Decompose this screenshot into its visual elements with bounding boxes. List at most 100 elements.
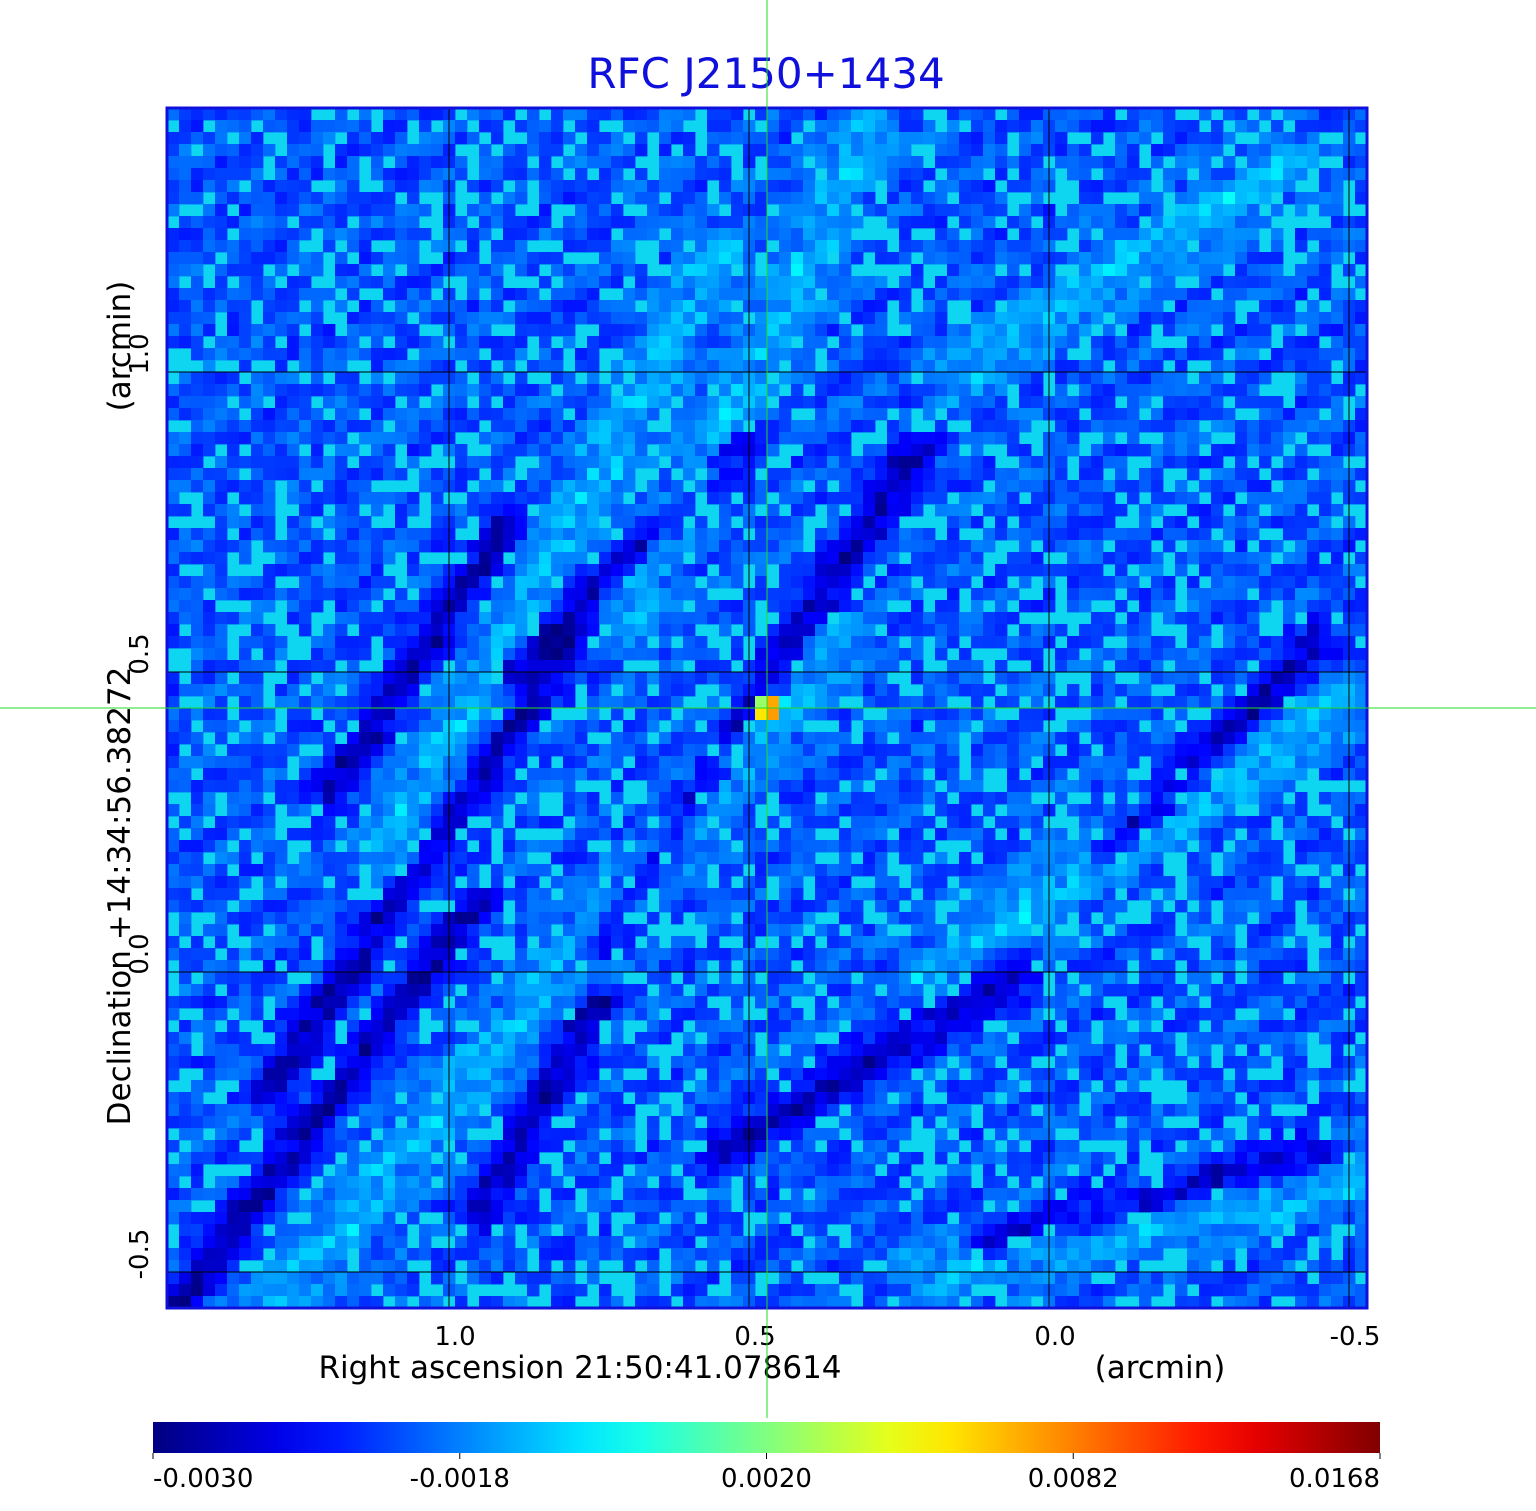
heatmap-cell [1283,768,1296,781]
heatmap-cell [971,684,984,697]
heatmap-cell [467,252,480,265]
heatmap-cell [491,372,504,385]
heatmap-cell [503,336,516,349]
heatmap-cell [947,108,960,121]
heatmap-cell [287,552,300,565]
heatmap-cell [527,444,540,457]
heatmap-cell [479,624,492,637]
heatmap-cell [1211,672,1224,685]
heatmap-cell [575,444,588,457]
heatmap-cell [863,300,876,313]
heatmap-cell [563,552,576,565]
heatmap-cell [1235,396,1248,409]
heatmap-cell [803,768,816,781]
heatmap-cell [599,636,612,649]
heatmap-cell [1199,744,1212,757]
heatmap-cell [575,360,588,373]
heatmap-cell [395,240,408,253]
heatmap-cell [899,540,912,553]
heatmap-cell [827,708,840,721]
heatmap-cell [383,144,396,157]
heatmap-cell [1223,228,1236,241]
heatmap-cell [1031,180,1044,193]
heatmap-cell [671,792,684,805]
heatmap-cell [467,720,480,733]
heatmap-cell [623,312,636,325]
heatmap-cell [611,480,624,493]
heatmap-cell [647,360,660,373]
heatmap-cell [611,708,624,721]
heatmap-cell [407,636,420,649]
heatmap-cell [311,156,324,169]
heatmap-cell [899,192,912,205]
heatmap-cell [1355,816,1368,829]
heatmap-cell [803,468,816,481]
heatmap-cell [923,204,936,217]
heatmap-cell [1007,732,1020,745]
heatmap-cell [1127,612,1140,625]
heatmap-cell [323,816,336,829]
heatmap-cell [863,744,876,757]
heatmap-cell [419,600,432,613]
heatmap-cell [455,312,468,325]
heatmap-cell [191,540,204,553]
heatmap-cell [947,348,960,361]
heatmap-cell [539,492,552,505]
heatmap-cell [503,744,516,757]
heatmap-cell [947,240,960,253]
heatmap-cell [1235,564,1248,577]
heatmap-cell [1283,672,1296,685]
heatmap-cell [851,420,864,433]
heatmap-cell [719,336,732,349]
heatmap-cell [191,528,204,541]
heatmap-cell [1187,132,1200,145]
heatmap-cell [527,588,540,601]
heatmap-cell [335,360,348,373]
heatmap-cell [1151,372,1164,385]
heatmap-cell [731,276,744,289]
heatmap-cell [1283,348,1296,361]
heatmap-cell [407,372,420,385]
heatmap-cell [647,696,660,709]
heatmap-cell [719,540,732,553]
heatmap-cell [983,636,996,649]
heatmap-cell [1331,456,1344,469]
heatmap-cell [1139,372,1152,385]
heatmap-cell [215,576,228,589]
heatmap-cell [827,204,840,217]
heatmap-cell [1319,360,1332,373]
heatmap-cell [683,456,696,469]
heatmap-cell [1067,648,1080,661]
heatmap-cell [515,420,528,433]
heatmap-cell [947,708,960,721]
heatmap-cell [251,444,264,457]
heatmap-cell [335,372,348,385]
heatmap-cell [1307,456,1320,469]
heatmap-cell [851,396,864,409]
heatmap-cell [947,660,960,673]
heatmap-cell [1163,456,1176,469]
heatmap-cell [623,804,636,817]
heatmap-cell [323,132,336,145]
heatmap-cell [347,660,360,673]
heatmap-cell [215,396,228,409]
heatmap-cell [671,696,684,709]
heatmap-cell [179,108,192,121]
heatmap-cell [491,348,504,361]
heatmap-cell [203,564,216,577]
heatmap-cell [1079,540,1092,553]
heatmap-cell [1175,216,1188,229]
heatmap-cell [1079,696,1092,709]
heatmap-cell [335,120,348,133]
heatmap-cell [539,396,552,409]
heatmap-cell [299,276,312,289]
heatmap-cell [791,312,804,325]
heatmap-cell [383,396,396,409]
heatmap-cell [1235,672,1248,685]
heatmap-cell [611,540,624,553]
heatmap-cell [407,456,420,469]
heatmap-cell [1031,648,1044,661]
heatmap-cell [1079,456,1092,469]
heatmap-cell [527,792,540,805]
heatmap-cell [659,204,672,217]
